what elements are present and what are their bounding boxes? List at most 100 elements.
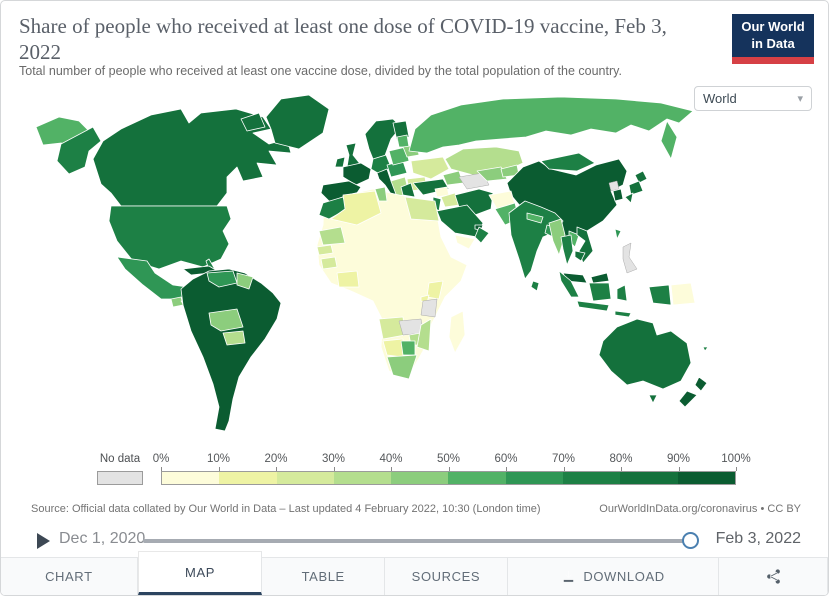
- algeria-region[interactable]: [330, 190, 382, 226]
- greece-region[interactable]: [400, 182, 416, 198]
- timeline-end-label[interactable]: Feb 3, 2022: [715, 530, 801, 547]
- legend-ticks: 0% 10% 20% 30% 40% 50% 60% 70% 80% 90% 100%: [153, 453, 751, 471]
- timeline-start-label[interactable]: Dec 1, 2020: [59, 530, 146, 547]
- play-button[interactable]: [37, 533, 50, 549]
- legend-segment[interactable]: [333, 472, 392, 484]
- tab-sources-label: SOURCES: [411, 569, 481, 584]
- tab-download[interactable]: DOWNLOAD: [507, 557, 720, 595]
- guyanas-region[interactable]: [236, 272, 254, 290]
- legend-tick-label: 50%: [436, 453, 461, 465]
- new-zealand-region[interactable]: [678, 390, 698, 408]
- baltics-region[interactable]: [396, 134, 410, 148]
- canada-region[interactable]: [240, 112, 266, 132]
- japan-region[interactable]: [624, 192, 634, 204]
- botswana-region[interactable]: [400, 340, 416, 356]
- south-africa-region[interactable]: [386, 354, 418, 380]
- greenland-region[interactable]: [265, 94, 330, 150]
- legend-segment[interactable]: [563, 472, 621, 484]
- share-icon: [766, 569, 780, 584]
- mauritania-region[interactable]: [318, 226, 346, 246]
- yemen-region[interactable]: [454, 234, 476, 250]
- south-korea-region[interactable]: [612, 188, 624, 202]
- south-america-region[interactable]: [180, 268, 282, 432]
- legend-tick-label: 90%: [666, 453, 691, 465]
- tunisia-region[interactable]: [374, 186, 388, 202]
- guatemala-region[interactable]: [170, 296, 184, 308]
- nepal-region[interactable]: [526, 212, 544, 224]
- japan-region[interactable]: [634, 170, 648, 184]
- indonesia-region[interactable]: [648, 284, 672, 306]
- sri-lanka-region[interactable]: [530, 280, 540, 292]
- legend-segment[interactable]: [276, 472, 334, 484]
- north-korea-region[interactable]: [608, 180, 620, 192]
- uzbekistan-region[interactable]: [476, 166, 508, 182]
- timeline-slider-handle[interactable]: [682, 532, 699, 549]
- taiwan-region[interactable]: [614, 228, 622, 240]
- philippines-region[interactable]: [622, 242, 638, 274]
- australia-region[interactable]: [648, 394, 658, 404]
- tab-share[interactable]: [719, 557, 828, 595]
- timeline-slider[interactable]: [143, 539, 691, 543]
- legend-segment[interactable]: [219, 472, 277, 484]
- japan-region[interactable]: [628, 180, 644, 196]
- australia-region[interactable]: [598, 318, 692, 390]
- legend-tick-label: 30%: [321, 453, 346, 465]
- guinea-region[interactable]: [320, 256, 338, 270]
- tab-map[interactable]: MAP: [137, 551, 263, 595]
- legend-segment[interactable]: [505, 472, 564, 484]
- indonesia-region[interactable]: [588, 282, 612, 302]
- legend-tick-label: 0%: [152, 453, 170, 465]
- indonesia-region[interactable]: [616, 284, 628, 302]
- legend-segment[interactable]: [620, 472, 678, 484]
- legend-scale[interactable]: [161, 471, 736, 485]
- legend-tick-label: 40%: [379, 453, 403, 465]
- egypt-region[interactable]: [404, 196, 440, 222]
- russia-region[interactable]: [660, 120, 678, 160]
- mozambique-region[interactable]: [416, 318, 432, 352]
- source-link[interactable]: OurWorldInData.org/coronavirus • CC BY: [599, 503, 801, 515]
- cambodia-region[interactable]: [574, 250, 586, 262]
- legend-segment[interactable]: [391, 472, 449, 484]
- tab-sources[interactable]: SOURCES: [385, 557, 508, 595]
- ghana-ivory-coast-region[interactable]: [336, 270, 360, 288]
- bolivia-region[interactable]: [208, 308, 244, 332]
- tab-table[interactable]: TABLE: [262, 557, 386, 595]
- thailand-region[interactable]: [560, 234, 574, 266]
- legend-segment[interactable]: [162, 472, 220, 484]
- madagascar-region[interactable]: [448, 310, 466, 354]
- mongolia-region[interactable]: [540, 152, 596, 172]
- france-region[interactable]: [342, 162, 372, 186]
- owid-logo[interactable]: Our World in Data: [732, 14, 814, 64]
- malaysia-region[interactable]: [590, 272, 610, 284]
- papua-new-guinea-region[interactable]: [670, 282, 696, 306]
- venezuela-region[interactable]: [206, 270, 238, 288]
- kenya-region[interactable]: [426, 280, 444, 300]
- india-region[interactable]: [508, 200, 564, 280]
- legend-nodata-swatch[interactable]: [97, 471, 143, 485]
- tanzania-region[interactable]: [420, 298, 438, 318]
- ireland-region[interactable]: [334, 156, 346, 168]
- legend-segment[interactable]: [677, 472, 735, 484]
- russia-region[interactable]: [408, 96, 694, 154]
- poland-region[interactable]: [388, 146, 410, 166]
- paraguay-region[interactable]: [222, 330, 246, 346]
- indonesia-region[interactable]: [614, 310, 632, 318]
- pacific-islands-region[interactable]: [702, 346, 709, 352]
- page-subtitle: Total number of people who received at l…: [19, 64, 622, 78]
- indonesia-region[interactable]: [558, 270, 580, 298]
- oman-region[interactable]: [474, 226, 490, 244]
- senegal-region[interactable]: [316, 244, 334, 256]
- alaska-region[interactable]: [56, 126, 102, 175]
- legend-tick-label: 20%: [264, 453, 288, 465]
- new-zealand-region[interactable]: [694, 376, 708, 392]
- tab-chart[interactable]: CHART: [1, 557, 138, 595]
- ukraine-region[interactable]: [410, 156, 450, 180]
- region-dropdown[interactable]: World ▾: [694, 86, 812, 111]
- legend-segment[interactable]: [448, 472, 506, 484]
- indonesia-region[interactable]: [576, 300, 610, 312]
- world-map[interactable]: [31, 89, 801, 449]
- download-icon: [563, 570, 575, 583]
- legend-tick-label: 60%: [494, 453, 518, 465]
- turkmenistan-region[interactable]: [458, 172, 490, 190]
